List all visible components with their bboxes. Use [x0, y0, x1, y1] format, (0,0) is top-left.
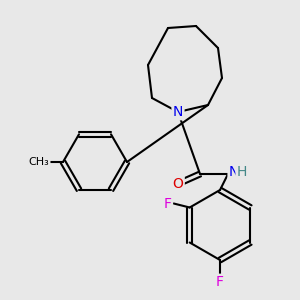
Text: CH₃: CH₃ — [28, 157, 50, 167]
Text: N: N — [173, 105, 183, 119]
Text: F: F — [164, 196, 172, 211]
Text: N: N — [229, 165, 239, 179]
Text: O: O — [172, 177, 183, 191]
Text: H: H — [237, 165, 247, 179]
Text: F: F — [216, 275, 224, 289]
